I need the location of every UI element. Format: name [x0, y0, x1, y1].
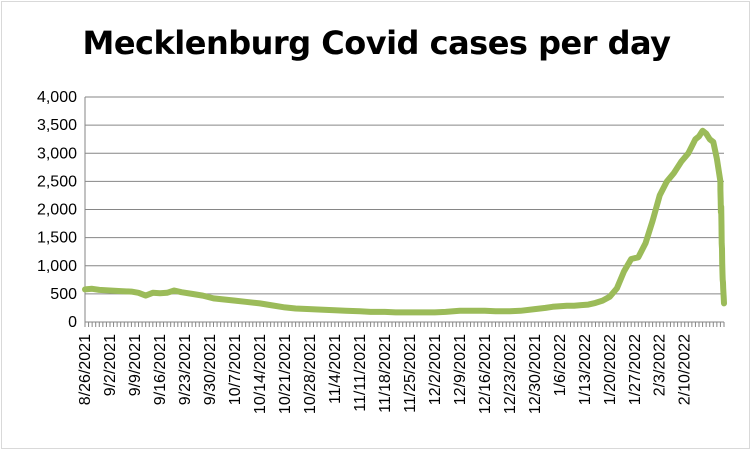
x-tick-label: 12/30/2021 — [527, 334, 544, 414]
x-tick-label: 2/10/2022 — [677, 334, 694, 405]
x-tick-label: 1/27/2022 — [627, 334, 644, 405]
x-tick-label: 12/2/2021 — [427, 334, 444, 405]
x-tick-label: 9/9/2021 — [127, 334, 144, 396]
y-tick-label: 2,000 — [37, 202, 77, 219]
x-tick-label: 2/3/2022 — [652, 334, 669, 396]
x-tick-label: 10/28/2021 — [302, 334, 319, 414]
x-tick-label: 12/16/2021 — [477, 334, 494, 414]
x-tick-label: 1/20/2022 — [602, 334, 619, 405]
y-tick-label: 1,000 — [37, 258, 77, 275]
y-tick-label: 2,500 — [37, 173, 77, 190]
axes — [84, 97, 725, 327]
chart-title: Mecklenburg Covid cases per day — [82, 24, 671, 62]
gridlines — [85, 96, 724, 295]
x-tick-label: 9/16/2021 — [152, 334, 169, 405]
x-tick-label: 12/9/2021 — [452, 334, 469, 405]
x-tick-label: 10/21/2021 — [277, 334, 294, 414]
y-tick-label: 0 — [68, 314, 77, 331]
x-tick-label: 11/18/2021 — [377, 334, 394, 413]
y-tick-label: 3,500 — [37, 117, 77, 134]
x-tick-label: 11/11/2021 — [352, 334, 369, 412]
x-tick-label: 9/30/2021 — [202, 334, 219, 405]
x-axis-ticks: 8/26/2021 9/2/2021 9/9/2021 9/16/2021 9/23/2… — [77, 334, 694, 414]
x-tick-label: 11/25/2021 — [402, 334, 419, 413]
x-tick-label: 1/6/2022 — [552, 334, 569, 396]
series-line — [82, 127, 727, 316]
series-layer — [82, 127, 727, 316]
x-tick-label: 8/26/2021 — [77, 334, 94, 405]
x-tick-label: 12/23/2021 — [502, 334, 519, 414]
x-tick-label: 10/7/2021 — [227, 334, 244, 405]
y-tick-label: 500 — [50, 286, 77, 303]
x-tick-label: 10/14/2021 — [252, 334, 269, 414]
x-tick-label: 11/4/2021 — [327, 334, 344, 404]
x-tick-label: 9/23/2021 — [177, 334, 194, 405]
x-tick-label: 1/13/2022 — [577, 334, 594, 405]
x-tick-label: 9/2/2021 — [102, 334, 119, 396]
y-tick-label: 3,000 — [37, 145, 77, 162]
y-axis-ticks: 0 500 1,000 1,500 2,000 2,500 3,000 3,500 4,000 — [37, 89, 77, 331]
y-tick-label: 4,000 — [37, 89, 77, 106]
y-tick-label: 1,500 — [37, 230, 77, 247]
